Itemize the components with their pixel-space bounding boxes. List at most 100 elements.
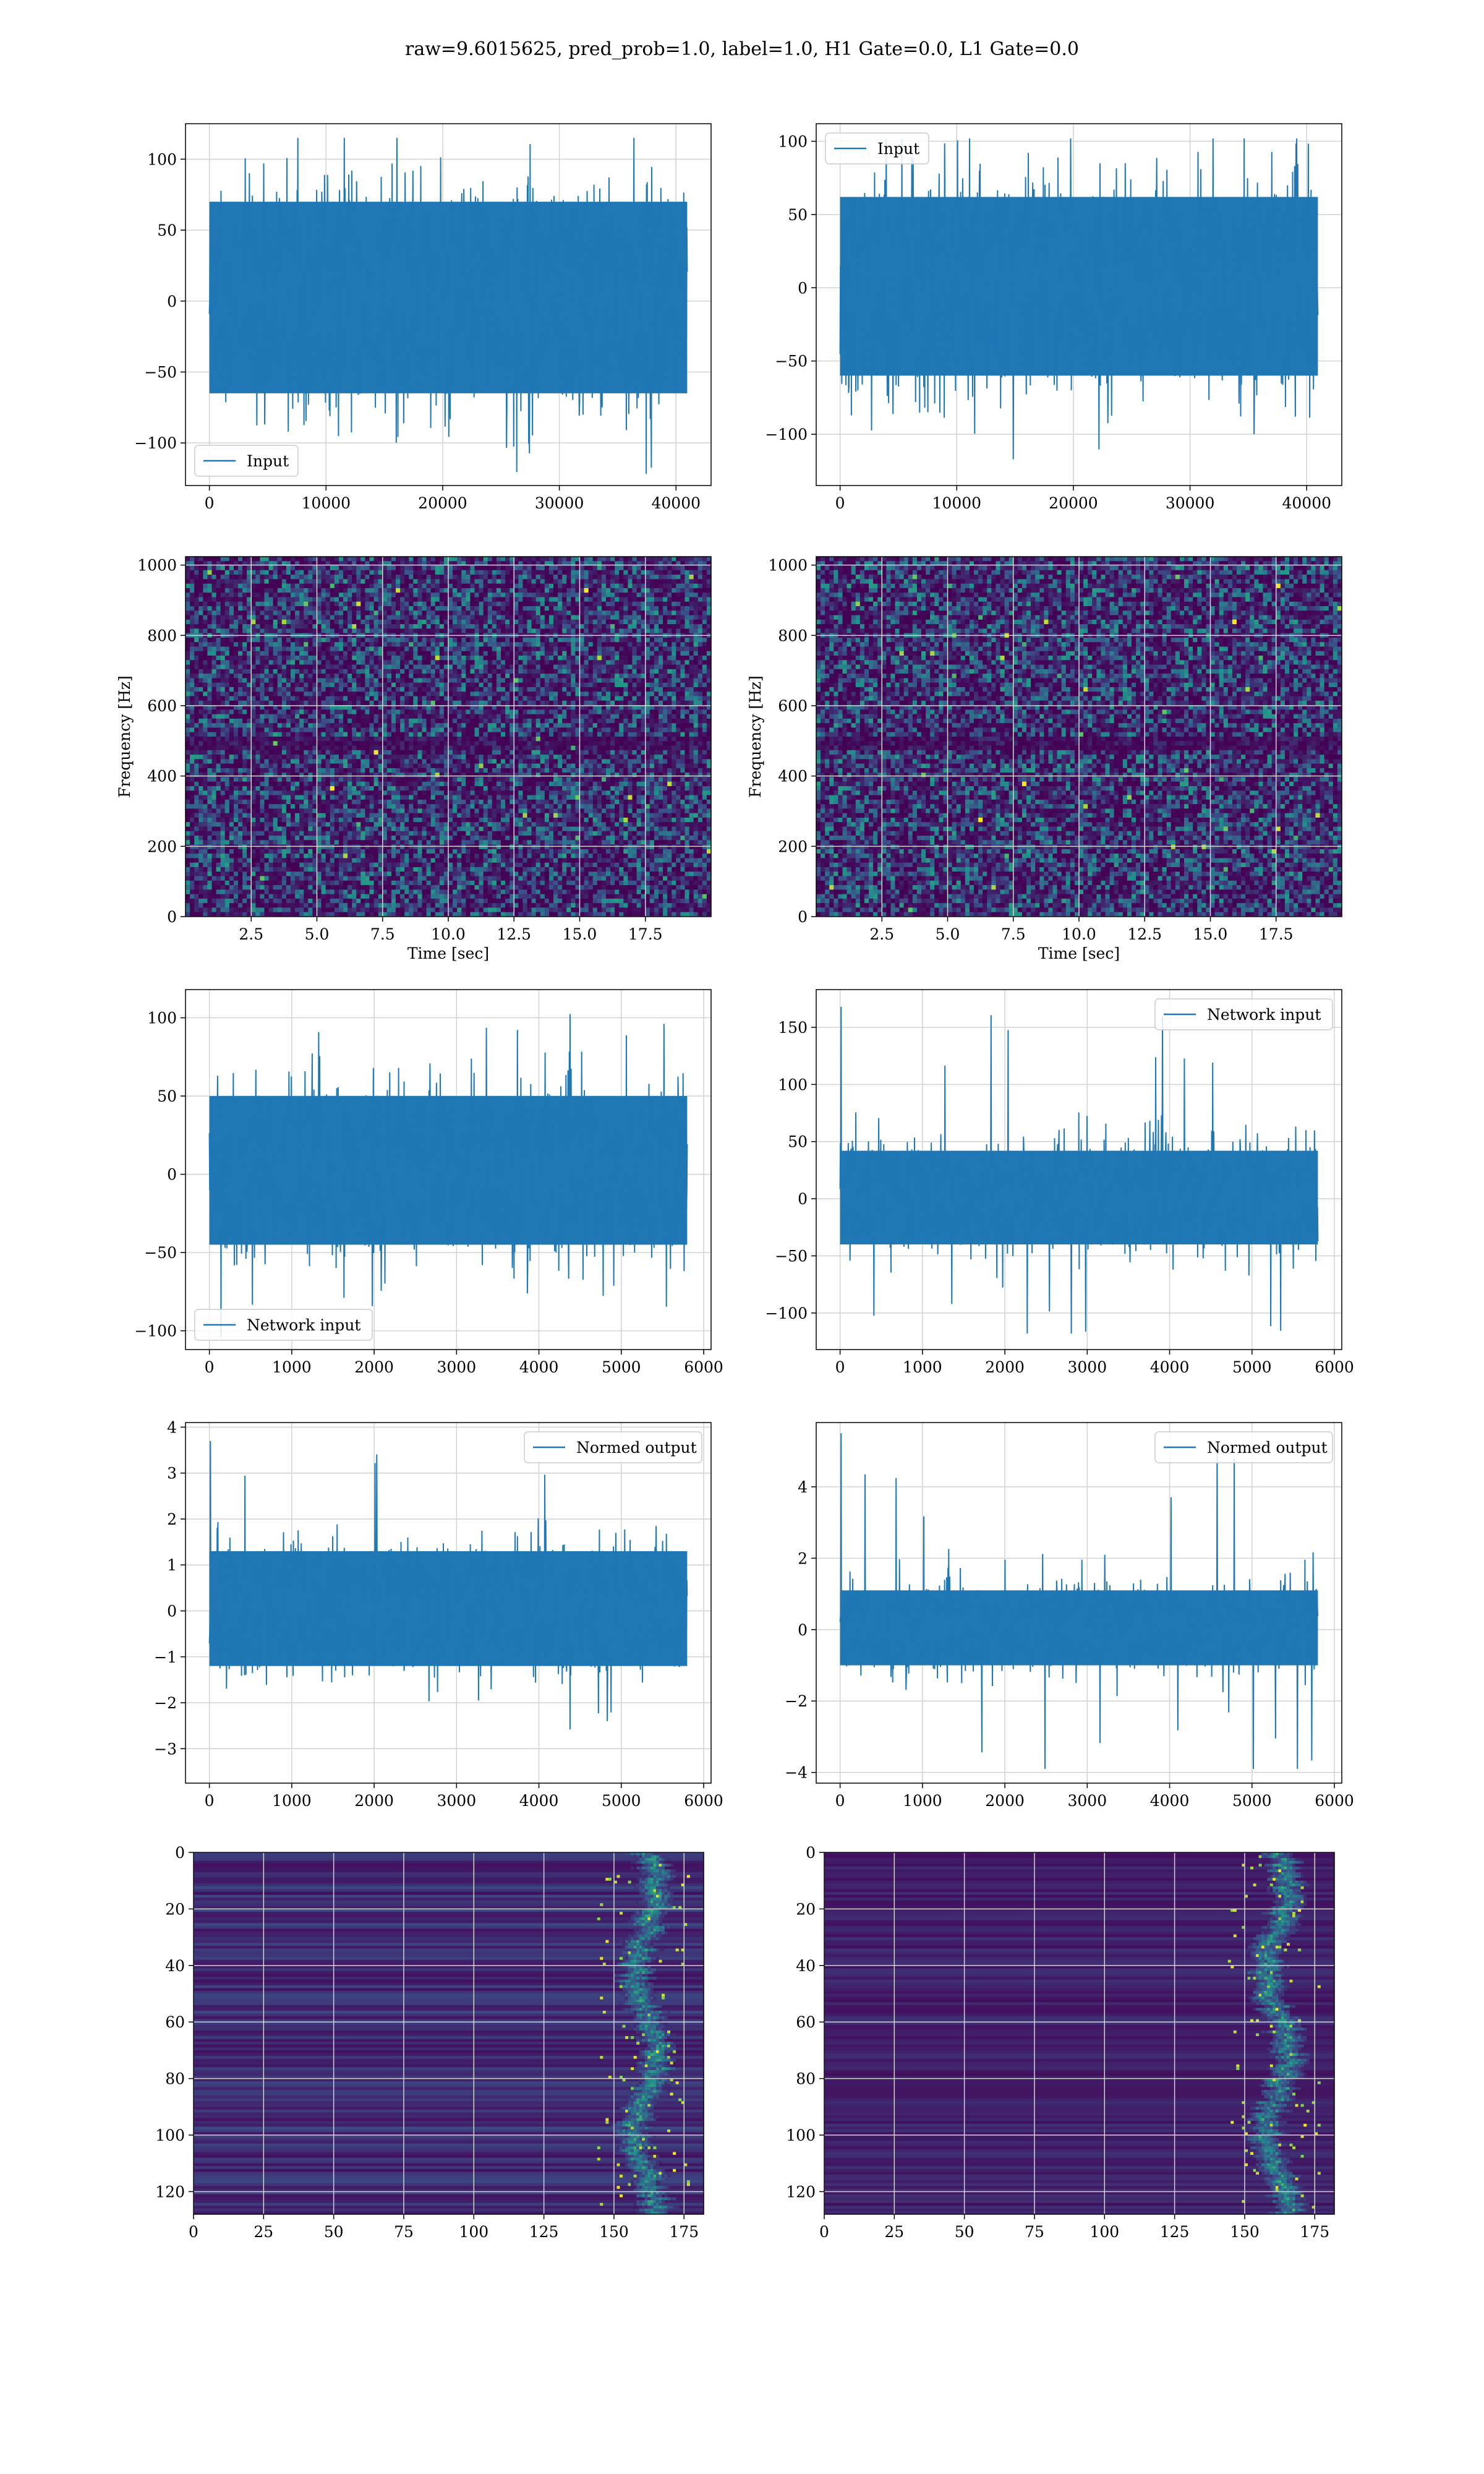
- spectrogram-cell: [649, 700, 655, 706]
- spectrogram-cell: [492, 570, 497, 575]
- spectrogram-cell: [676, 579, 681, 584]
- spectrogram-cell: [636, 561, 642, 567]
- spectrogram-cell: [672, 557, 676, 562]
- spectrogram-cell: [619, 656, 624, 661]
- spectrogram-cell: [382, 606, 388, 611]
- spectrogram-cell: [273, 651, 278, 656]
- spectrogram-cell: [487, 565, 493, 571]
- spectrogram-cell: [238, 664, 243, 670]
- spectrogram-cell: [343, 714, 348, 719]
- spectrogram-cell: [360, 664, 366, 670]
- spectrogram-cell: [360, 601, 366, 607]
- spectrogram-cell: [562, 732, 567, 737]
- spectrogram-cell: [689, 664, 694, 670]
- spectrogram-cell: [251, 678, 256, 683]
- spectrogram-cell: [417, 718, 423, 724]
- spectrogram-cell: [470, 593, 475, 598]
- spectrogram-cell: [334, 624, 339, 630]
- spectrogram-cell: [308, 700, 313, 706]
- spectrogram-cell: [448, 610, 453, 616]
- spectrogram-cell: [396, 619, 401, 625]
- spectrogram-cell: [277, 723, 283, 729]
- spectrogram-cell: [706, 705, 711, 710]
- spectrogram-cell: [281, 565, 287, 571]
- spectrogram-cell: [535, 727, 541, 733]
- spectrogram-cell: [676, 674, 681, 679]
- spectrogram-cell: [186, 628, 190, 634]
- spectrogram-cell: [501, 669, 506, 674]
- spectrogram-cell: [321, 588, 326, 593]
- spectrogram-cell: [264, 709, 270, 715]
- spectrogram-cell: [544, 691, 550, 697]
- spectrogram-cell: [636, 624, 642, 630]
- spectrogram-cell: [299, 705, 304, 710]
- spectrogram-cell: [610, 687, 615, 692]
- spectrogram-cell: [194, 606, 199, 611]
- spectrogram-cell: [479, 678, 484, 683]
- spectrogram-cell: [540, 619, 545, 625]
- spectrogram-cell: [216, 727, 221, 733]
- spectrogram-cell: [426, 601, 432, 607]
- spectrogram-cell: [439, 570, 445, 575]
- spectrogram-cell: [448, 678, 453, 683]
- spectrogram-cell: [247, 714, 252, 719]
- spectrogram-cell: [382, 737, 388, 742]
- spectrogram-cell: [426, 628, 432, 634]
- spectrogram-cell: [264, 705, 270, 710]
- x-tick-label: 40000: [1282, 494, 1331, 512]
- spectrogram-cell: [487, 651, 493, 656]
- spectrogram-cell: [417, 660, 423, 666]
- spectrogram-cell: [601, 705, 607, 710]
- spectrogram-cell: [224, 557, 230, 562]
- spectrogram-cell: [439, 628, 445, 634]
- spectrogram-cell: [654, 565, 659, 571]
- spectrogram-cell: [334, 593, 339, 598]
- spectrogram-cell: [382, 597, 388, 602]
- spectrogram-cell: [373, 579, 379, 584]
- spectrogram-cell: [505, 615, 510, 620]
- spectrogram-cell: [453, 588, 458, 593]
- spectrogram-cell: [514, 646, 519, 652]
- y-tick-label: 0: [167, 293, 177, 310]
- spectrogram-cell: [527, 674, 532, 679]
- spectrogram-cell: [548, 660, 554, 666]
- spectrogram-cell: [251, 732, 256, 737]
- spectrogram-cell: [531, 557, 537, 562]
- spectrogram-cell: [233, 642, 239, 648]
- spectrogram-cell: [264, 691, 270, 697]
- spectrogram-cell: [619, 570, 624, 575]
- spectrogram-cell: [632, 651, 638, 656]
- spectrogram-cell: [229, 714, 234, 719]
- spectrogram-cell: [224, 597, 230, 602]
- spectrogram-cell: [369, 583, 375, 589]
- spectrogram-cell: [466, 628, 471, 634]
- spectrogram-cell: [659, 557, 663, 562]
- spectrogram-cell: [308, 593, 313, 598]
- spectrogram-cell: [207, 615, 213, 620]
- spectrogram-cell: [654, 674, 659, 679]
- spectrogram-cell: [207, 723, 213, 729]
- spectrogram-cell: [422, 718, 427, 724]
- spectrogram-cell: [636, 593, 642, 598]
- spectrogram-cell: [606, 575, 611, 580]
- spectrogram-cell: [676, 619, 681, 625]
- spectrogram-cell: [571, 606, 576, 611]
- spectrogram-cell: [584, 610, 589, 616]
- spectrogram-cell: [295, 705, 300, 710]
- spectrogram-cell: [281, 723, 287, 729]
- spectrogram-cell: [487, 691, 493, 697]
- spectrogram-cell: [448, 597, 453, 602]
- spectrogram-cell: [435, 642, 440, 648]
- spectrogram-cell: [527, 687, 532, 692]
- spectrogram-cell: [291, 737, 296, 742]
- spectrogram-cell: [325, 732, 331, 737]
- spectrogram-cell: [474, 628, 480, 634]
- spectrogram-cell: [268, 561, 274, 567]
- spectrogram-cell: [211, 575, 217, 580]
- spectrogram-cell: [255, 714, 261, 719]
- spectrogram-cell: [391, 691, 396, 697]
- spectrogram-cell: [378, 705, 383, 710]
- spectrogram-cell: [396, 696, 401, 701]
- spectrogram-cell: [229, 727, 234, 733]
- spectrogram-cell: [659, 674, 663, 679]
